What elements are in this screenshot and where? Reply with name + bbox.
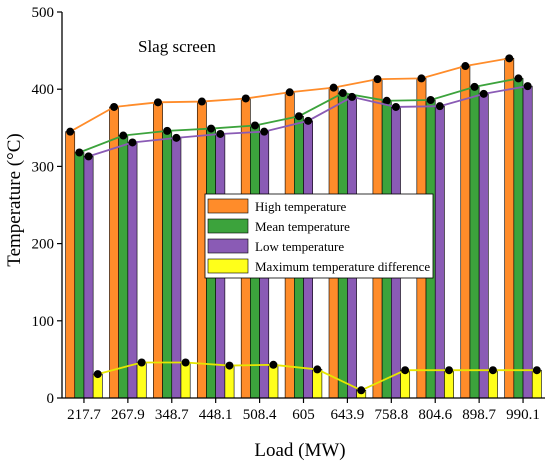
chart-annotation: Slag screen xyxy=(138,37,216,56)
bar-0-10 xyxy=(504,58,515,399)
bar-3-7 xyxy=(400,369,411,399)
legend-swatch-1 xyxy=(207,218,249,234)
point-1-6 xyxy=(338,89,347,98)
point-0-0 xyxy=(66,127,75,136)
point-3-9 xyxy=(488,366,497,375)
x-tick-label-3: 448.1 xyxy=(199,407,233,423)
point-2-8 xyxy=(435,102,444,111)
bar-2-10 xyxy=(522,85,533,399)
x-tick-label-5: 605 xyxy=(292,407,315,423)
x-tick-label-6: 643.9 xyxy=(331,407,365,423)
bar-2-9 xyxy=(478,93,489,399)
point-2-2 xyxy=(172,133,181,142)
point-1-4 xyxy=(250,121,259,130)
point-3-4 xyxy=(269,360,278,369)
point-1-5 xyxy=(294,112,303,121)
bar-0-9 xyxy=(460,65,471,399)
point-0-9 xyxy=(461,62,470,71)
point-2-0 xyxy=(84,152,93,161)
bar-2-0 xyxy=(83,156,94,399)
y-tick-label-400: 400 xyxy=(32,82,55,98)
bar-1-10 xyxy=(513,78,524,399)
point-1-8 xyxy=(426,96,435,105)
bar-1-2 xyxy=(162,130,173,399)
bar-3-10 xyxy=(531,369,542,399)
bar-2-2 xyxy=(171,137,182,399)
x-tick-label-9: 898.7 xyxy=(462,407,496,423)
legend-swatch-3 xyxy=(207,258,249,274)
point-2-5 xyxy=(304,116,313,125)
bar-2-8 xyxy=(434,105,445,399)
point-0-6 xyxy=(329,83,338,92)
point-1-2 xyxy=(163,126,172,135)
x-tick-label-1: 267.9 xyxy=(111,407,145,423)
point-1-0 xyxy=(75,148,84,157)
bar-3-5 xyxy=(312,369,323,399)
legend-swatch-0 xyxy=(207,198,249,214)
point-3-10 xyxy=(532,366,541,375)
legend-label-1: Mean temperature xyxy=(255,219,350,234)
point-2-6 xyxy=(348,92,357,101)
bar-3-4 xyxy=(268,364,279,399)
y-tick-label-0: 0 xyxy=(47,391,55,407)
point-2-4 xyxy=(260,127,269,136)
x-tick-label-8: 804.6 xyxy=(418,407,452,423)
bar-1-1 xyxy=(118,135,129,399)
point-2-10 xyxy=(523,82,532,91)
legend-label-2: Low temperature xyxy=(255,239,344,254)
point-1-3 xyxy=(207,124,216,133)
point-3-5 xyxy=(313,365,322,374)
point-2-9 xyxy=(479,89,488,98)
x-tick-label-4: 508.4 xyxy=(243,407,277,423)
point-3-7 xyxy=(401,366,410,375)
x-tick-label-10: 990.1 xyxy=(506,407,540,423)
bar-3-2 xyxy=(180,362,191,399)
bar-1-9 xyxy=(469,86,480,399)
point-1-10 xyxy=(514,74,523,83)
bar-1-0 xyxy=(74,152,85,399)
point-1-9 xyxy=(470,82,479,91)
point-0-1 xyxy=(110,102,119,111)
point-1-1 xyxy=(119,131,128,140)
point-0-5 xyxy=(285,88,294,97)
point-0-10 xyxy=(505,54,514,63)
legend-swatch-2 xyxy=(207,238,249,254)
bar-0-0 xyxy=(65,131,76,399)
point-3-0 xyxy=(93,370,102,379)
y-tick-label-200: 200 xyxy=(32,237,55,253)
bar-3-1 xyxy=(136,362,147,399)
bar-2-1 xyxy=(127,142,138,399)
point-1-7 xyxy=(382,96,391,105)
point-0-2 xyxy=(153,98,162,107)
point-2-7 xyxy=(391,102,400,111)
y-tick-label-100: 100 xyxy=(32,314,55,330)
point-3-6 xyxy=(357,386,366,395)
point-2-3 xyxy=(216,129,225,138)
y-tick-label-300: 300 xyxy=(32,159,55,175)
bar-3-9 xyxy=(488,369,498,399)
y-axis-title: Temperature (°C) xyxy=(4,133,25,266)
x-tick-label-0: 217.7 xyxy=(67,407,101,423)
point-3-8 xyxy=(445,366,454,375)
bar-0-1 xyxy=(109,106,119,399)
point-3-2 xyxy=(181,358,190,367)
point-3-3 xyxy=(225,361,234,370)
x-tick-label-2: 348.7 xyxy=(155,407,189,423)
bar-3-3 xyxy=(224,365,235,399)
legend-label-0: High temperature xyxy=(255,199,347,214)
y-tick-label-500: 500 xyxy=(32,5,55,21)
x-axis-title: Load (MW) xyxy=(254,440,345,461)
legend: High temperature Mean temperature Low temp… xyxy=(204,193,434,279)
point-0-7 xyxy=(373,75,382,84)
point-2-1 xyxy=(128,138,137,147)
bar-3-8 xyxy=(444,369,454,399)
point-0-8 xyxy=(417,74,426,83)
x-tick-label-7: 758.8 xyxy=(374,407,408,423)
point-0-4 xyxy=(241,94,250,103)
legend-label-3: Maximum temperature difference xyxy=(255,259,430,274)
bar-0-2 xyxy=(153,102,163,399)
point-0-3 xyxy=(197,97,206,106)
point-3-1 xyxy=(137,358,146,367)
